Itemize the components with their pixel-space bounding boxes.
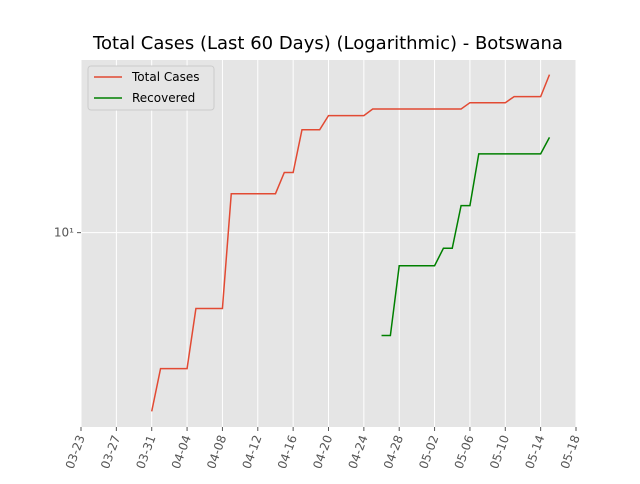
x-tick-label: 03-23 <box>63 433 88 471</box>
x-tick-label: 04-12 <box>240 433 265 471</box>
y-tick-label: 10¹ <box>54 226 74 240</box>
x-tick-label: 04-16 <box>275 433 300 471</box>
x-tick-label: 05-06 <box>452 433 477 471</box>
x-tick-label: 05-18 <box>558 433 583 471</box>
x-tick-label: 04-28 <box>381 433 406 471</box>
x-tick-label: 05-10 <box>487 433 512 471</box>
x-tick-label: 04-08 <box>204 433 229 471</box>
x-tick-label: 05-14 <box>522 433 547 471</box>
legend-label: Recovered <box>132 91 195 105</box>
series-line <box>381 137 551 337</box>
x-tick-label: 05-02 <box>416 433 441 471</box>
chart-title: Total Cases (Last 60 Days) (Logarithmic)… <box>92 33 563 54</box>
x-tick-label: 04-24 <box>346 433 371 471</box>
x-tick-label: 03-31 <box>133 433 158 471</box>
x-tick-label: 03-27 <box>98 433 123 471</box>
x-tick-label: 04-04 <box>169 433 194 471</box>
x-tick-label: 04-20 <box>310 433 335 471</box>
legend-label: Total Cases <box>131 70 199 84</box>
series-line <box>150 74 551 412</box>
